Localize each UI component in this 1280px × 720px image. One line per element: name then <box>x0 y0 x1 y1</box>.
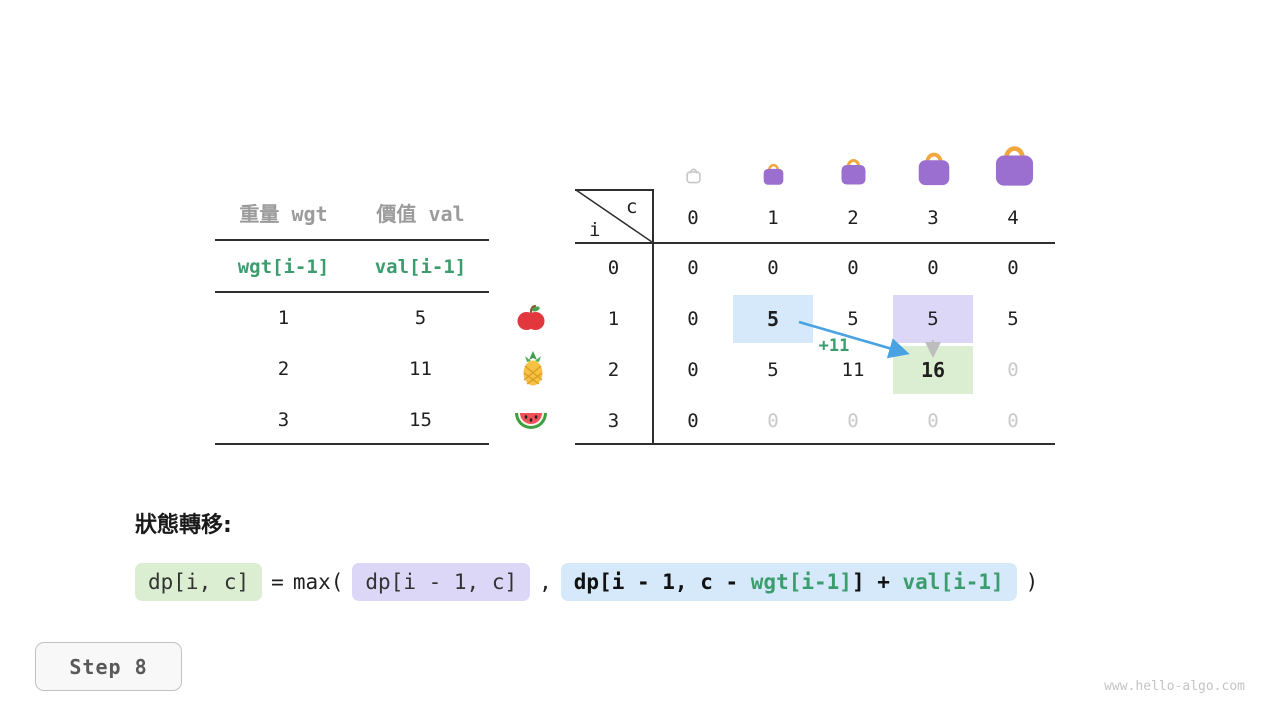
step-badge: Step 8 <box>35 642 182 691</box>
transition-formula: dp[i, c] = max( dp[i - 1, c] , dp[i - 1,… <box>135 559 1038 605</box>
transition-add-value-label: +11 <box>818 336 850 356</box>
item-weight: 2 <box>277 358 290 380</box>
dp-cell: 0 <box>767 410 779 432</box>
dp-col-header: 4 <box>1007 207 1019 229</box>
dp-cell: 0 <box>1007 359 1019 381</box>
item-value: 5 <box>414 307 427 329</box>
item-weight: 3 <box>277 409 290 431</box>
dp-cell: 0 <box>927 257 939 279</box>
formula-max-open: max( <box>292 570 344 594</box>
dp-cell-above-highlight: 5 <box>893 295 973 343</box>
items-table-divider <box>215 291 489 293</box>
formula-option2-prefix: dp[i - 1, c - <box>573 570 751 594</box>
wgt-var-label: wgt[i-1] <box>237 256 330 278</box>
val-var-label: val[i-1] <box>374 256 467 278</box>
dp-cell: 0 <box>1007 410 1019 432</box>
dp-row-header: 3 <box>607 410 620 432</box>
corner-row-var: i <box>589 219 601 241</box>
corner-diagonal-line <box>575 189 653 243</box>
formula-equals: = <box>271 570 284 594</box>
dp-col-header: 0 <box>687 207 699 229</box>
pineapple-icon <box>516 350 550 388</box>
formula-wgt-term: wgt[i-1] <box>750 570 852 594</box>
items-table-var-row: wgt[i-1] val[i-1] <box>215 256 489 278</box>
formula-option2-box: dp[i - 1, c - wgt[i-1]] + val[i-1] <box>560 563 1017 601</box>
bag-large-icon <box>913 144 955 188</box>
dp-table-top-line <box>575 189 653 191</box>
corner-col-var: c <box>626 196 638 218</box>
dp-cell: 5 <box>847 308 859 330</box>
watermark: www.hello-algo.com <box>1104 679 1245 694</box>
items-table-row: 3 15 <box>215 409 489 431</box>
bag-xlarge-icon <box>988 136 1040 188</box>
items-table-bottom-line <box>215 443 489 445</box>
dp-table-header-line <box>575 242 1055 244</box>
items-table-row: 1 5 <box>215 307 489 329</box>
item-value: 15 <box>409 409 432 431</box>
dp-cell-source-highlight: 5 <box>733 295 813 343</box>
formula-val-term: val[i-1] <box>902 570 1004 594</box>
dp-col-header: 1 <box>767 207 779 229</box>
dp-row-header: 1 <box>607 308 620 330</box>
formula-option1-box: dp[i - 1, c] <box>352 563 531 601</box>
dp-cell: 5 <box>767 359 779 381</box>
dp-cell: 0 <box>687 308 699 330</box>
dp-table-bottom-line <box>575 443 1055 445</box>
value-col-header: 價值 val <box>376 202 465 226</box>
dp-cell: 11 <box>841 359 865 381</box>
dp-cell: 0 <box>687 359 699 381</box>
formula-comma: , <box>539 570 552 594</box>
dp-col-header: 3 <box>927 207 939 229</box>
dp-cell: 0 <box>687 257 699 279</box>
bag-small-icon <box>760 158 786 186</box>
dp-cell-current-highlight: 16 <box>893 346 973 394</box>
watermelon-icon <box>512 406 550 434</box>
dp-row-header: 0 <box>607 257 620 279</box>
bag-medium-icon <box>837 152 870 187</box>
items-table-header: 重量 wgt 價值 val <box>215 198 489 227</box>
state-transition-heading: 狀態轉移: <box>135 513 232 538</box>
item-weight: 1 <box>277 307 290 329</box>
dp-col-header: 2 <box>847 207 859 229</box>
dp-cell: 0 <box>927 410 939 432</box>
formula-close-paren: ) <box>1025 570 1039 594</box>
apple-icon <box>514 302 548 336</box>
formula-lhs-box: dp[i, c] <box>135 563 263 601</box>
weight-col-header: 重量 wgt <box>239 202 328 226</box>
dp-cell: 5 <box>1007 308 1019 330</box>
dp-table-vertical-line <box>652 189 654 445</box>
dp-cell: 0 <box>687 410 699 432</box>
dp-cell: 0 <box>1007 257 1019 279</box>
formula-option2-mid: ] + <box>851 570 903 594</box>
bag-outline-icon <box>684 164 702 184</box>
dp-cell: 0 <box>767 257 779 279</box>
dp-cell: 0 <box>847 410 859 432</box>
dp-row-header: 2 <box>607 359 620 381</box>
items-table-row: 2 11 <box>215 358 489 380</box>
dp-cell: 0 <box>847 257 859 279</box>
items-table-divider <box>215 239 489 241</box>
item-value: 11 <box>409 358 432 380</box>
